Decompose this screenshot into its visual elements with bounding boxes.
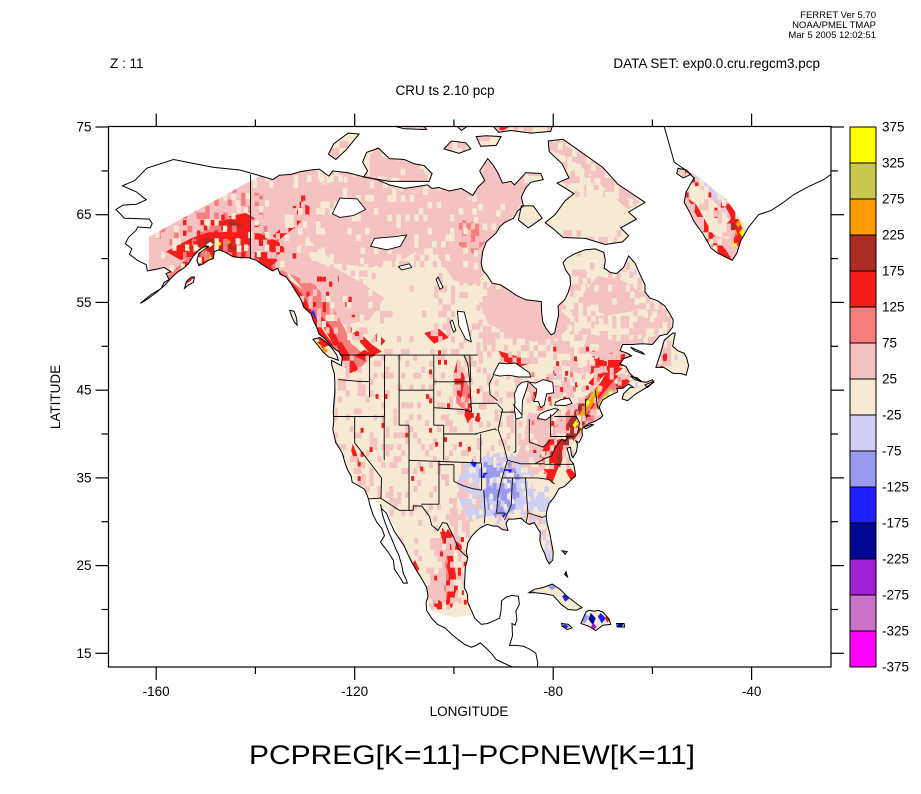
svg-text:45: 45 [76,383,91,398]
svg-text:-120: -120 [341,684,368,699]
svg-text:175: 175 [882,264,905,279]
svg-text:-325: -325 [882,624,909,639]
svg-text:CRU ts 2.10 pcp: CRU ts 2.10 pcp [395,83,494,98]
svg-text:NOAA/PMEL TMAP: NOAA/PMEL TMAP [792,20,876,31]
svg-text:325: 325 [882,156,905,171]
svg-text:-25: -25 [882,408,902,423]
svg-text:225: 225 [882,228,905,243]
svg-text:DATA SET: exp0.0.cru.regcm3.pc: DATA SET: exp0.0.cru.regcm3.pcp [613,56,820,71]
svg-text:LONGITUDE: LONGITUDE [430,704,509,719]
svg-text:55: 55 [76,295,91,310]
svg-text:-75: -75 [882,444,902,459]
svg-text:-175: -175 [882,516,909,531]
svg-text:375: 375 [882,120,905,135]
svg-text:Mar 5 2005 12:02:51: Mar 5 2005 12:02:51 [788,30,876,41]
svg-text:25: 25 [882,372,897,387]
svg-text:-275: -275 [882,588,909,603]
svg-text:PCPREG[K=11]−PCPNEW[K=11]: PCPREG[K=11]−PCPNEW[K=11] [249,740,695,770]
svg-text:35: 35 [76,470,91,485]
svg-text:-160: -160 [143,684,170,699]
svg-text:Z : 11: Z : 11 [110,56,144,71]
svg-text:275: 275 [882,192,905,207]
svg-text:-80: -80 [543,684,563,699]
svg-text:125: 125 [882,300,905,315]
svg-text:15: 15 [76,646,91,661]
svg-text:75: 75 [76,120,91,135]
svg-text:65: 65 [76,207,91,222]
svg-text:-40: -40 [742,684,762,699]
svg-text:-125: -125 [882,480,909,495]
svg-text:-225: -225 [882,552,909,567]
svg-text:25: 25 [76,558,91,573]
svg-text:FERRET Ver 5.70: FERRET Ver 5.70 [800,10,876,21]
svg-text:LATITUDE: LATITUDE [48,365,63,429]
svg-text:-375: -375 [882,660,909,675]
svg-text:75: 75 [882,336,897,351]
